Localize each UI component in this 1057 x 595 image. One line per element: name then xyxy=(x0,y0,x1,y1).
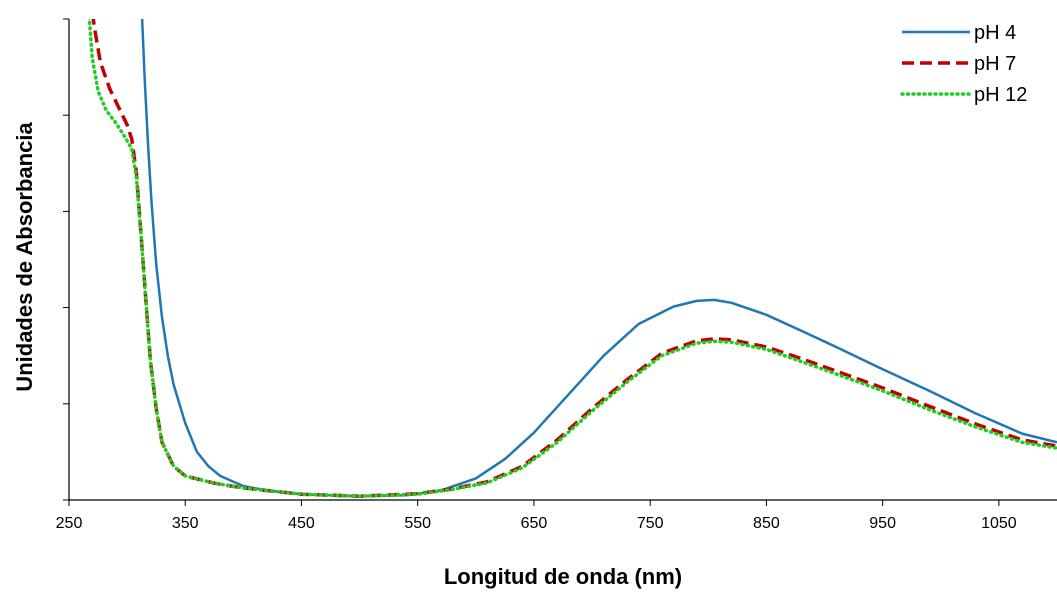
series-line-ph-4 xyxy=(140,19,1057,498)
legend-label: pH 4 xyxy=(974,22,1016,44)
x-tick-label: 550 xyxy=(404,515,431,532)
legend-label: pH 12 xyxy=(974,84,1027,106)
x-tick-label: 450 xyxy=(288,515,315,532)
x-tick-label: 750 xyxy=(637,515,664,532)
x-tick-label: 250 xyxy=(56,515,83,532)
x-tick-label: 650 xyxy=(521,515,548,532)
series-line-ph-12 xyxy=(87,19,1057,498)
x-axis-title: Longitud de onda (nm) xyxy=(444,564,682,589)
x-tick-label: 350 xyxy=(172,515,199,532)
x-tick-label: 1050 xyxy=(981,515,1017,532)
legend-label: pH 7 xyxy=(974,53,1016,75)
x-tick-label: 850 xyxy=(753,515,780,532)
series-line-ph-7 xyxy=(91,19,1057,498)
x-tick-label: 950 xyxy=(869,515,896,532)
y-axis-title: Unidades de Absorbancia xyxy=(12,122,37,392)
